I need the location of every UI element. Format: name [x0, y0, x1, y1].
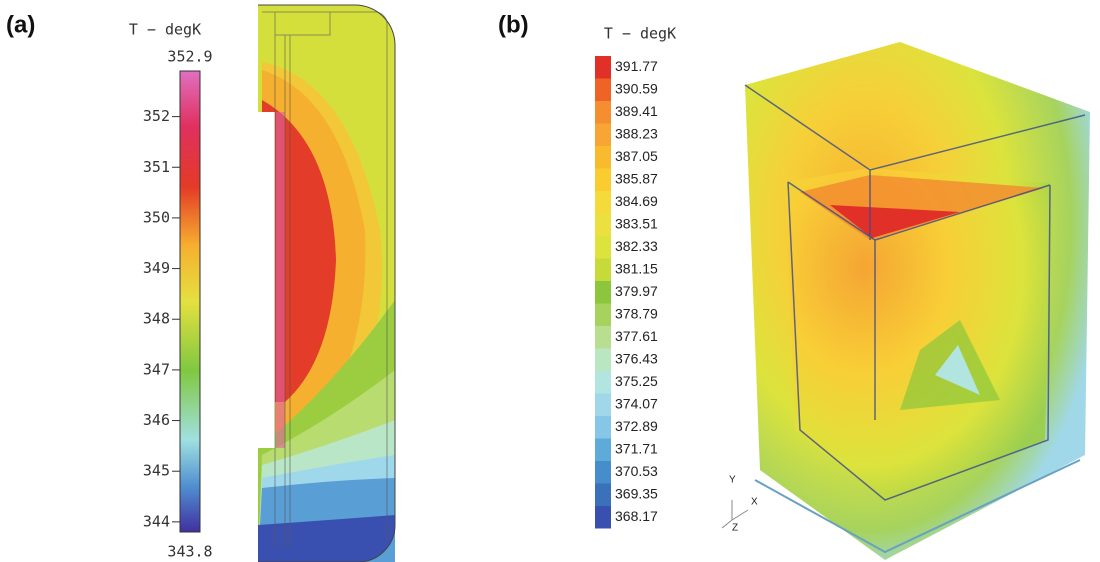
legend-label: 383.51	[615, 215, 658, 231]
legend-label: 371.71	[615, 440, 658, 456]
colorbar-ticks: 352.9 343.8 352 351 350 349 348 347 346 345 344	[143, 48, 213, 561]
legend-label: 390.59	[615, 80, 658, 96]
legend-swatch	[595, 304, 611, 327]
legend-swatch	[595, 146, 611, 169]
colorbar-legend: 391.77 390.59 389.41 388.23 387.05 385.87 384.…	[595, 56, 658, 529]
panel-label: (b)	[498, 11, 529, 38]
legend-label: 388.23	[615, 125, 658, 141]
legend-label: 368.17	[615, 508, 658, 524]
figure: (a) T − degK 352.9 343.8 352 351 350 349 348 34…	[0, 0, 1100, 562]
panel-label: (a)	[6, 11, 35, 38]
legend-swatch	[595, 259, 611, 282]
legend-label: 375.25	[615, 373, 658, 389]
legend-swatch	[595, 124, 611, 147]
tick-label: 348	[143, 310, 170, 328]
legend-swatch	[595, 506, 611, 529]
tick-label: 349	[143, 259, 170, 277]
legend-label: 369.35	[615, 485, 658, 501]
contour-plot-a	[258, 5, 395, 562]
legend-swatch	[595, 281, 611, 304]
legend-swatch	[595, 371, 611, 394]
tick-label: 350	[143, 208, 170, 226]
tick-label: 345	[143, 462, 170, 480]
legend-label: 379.97	[615, 283, 658, 299]
legend-swatch	[595, 439, 611, 462]
legend-label: 377.61	[615, 328, 658, 344]
tick-label: 351	[143, 158, 170, 176]
tick-label: 347	[143, 360, 170, 378]
legend-label: 374.07	[615, 395, 658, 411]
legend-swatch	[595, 484, 611, 507]
colorbar-max: 352.9	[167, 48, 212, 66]
legend-swatch	[595, 416, 611, 439]
colorbar-title: T − degK	[604, 25, 676, 43]
axes-triad: Y X Z	[722, 475, 758, 534]
colorbar	[180, 71, 200, 532]
legend-swatch	[595, 236, 611, 259]
tick-label: 344	[143, 512, 170, 530]
legend-label: 391.77	[615, 58, 658, 74]
contour-plot-b	[745, 42, 1090, 560]
tick-label: 352	[143, 107, 170, 125]
legend-swatch	[595, 349, 611, 372]
legend-swatch	[595, 191, 611, 214]
colorbar-title: T − degK	[129, 21, 201, 39]
legend-swatch	[595, 394, 611, 417]
legend-label: 370.53	[615, 463, 658, 479]
axis-letter: X	[751, 497, 758, 508]
axis-letter: Y	[729, 475, 736, 486]
legend-swatch	[595, 461, 611, 484]
legend-label: 385.87	[615, 170, 658, 186]
legend-swatch	[595, 169, 611, 192]
legend-label: 372.89	[615, 418, 658, 434]
legend-swatch	[595, 214, 611, 237]
legend-label: 376.43	[615, 350, 658, 366]
legend-swatch	[595, 101, 611, 124]
legend-swatch	[595, 56, 611, 79]
legend-label: 387.05	[615, 148, 658, 164]
legend-swatch	[595, 326, 611, 349]
axis-letter: Z	[732, 523, 738, 534]
legend-label: 381.15	[615, 260, 658, 276]
legend-label: 382.33	[615, 238, 658, 254]
colorbar-min: 343.8	[167, 543, 212, 561]
legend-label: 378.79	[615, 305, 658, 321]
tick-label: 346	[143, 411, 170, 429]
legend-swatch	[595, 79, 611, 102]
legend-label: 389.41	[615, 103, 658, 119]
legend-label: 384.69	[615, 193, 658, 209]
